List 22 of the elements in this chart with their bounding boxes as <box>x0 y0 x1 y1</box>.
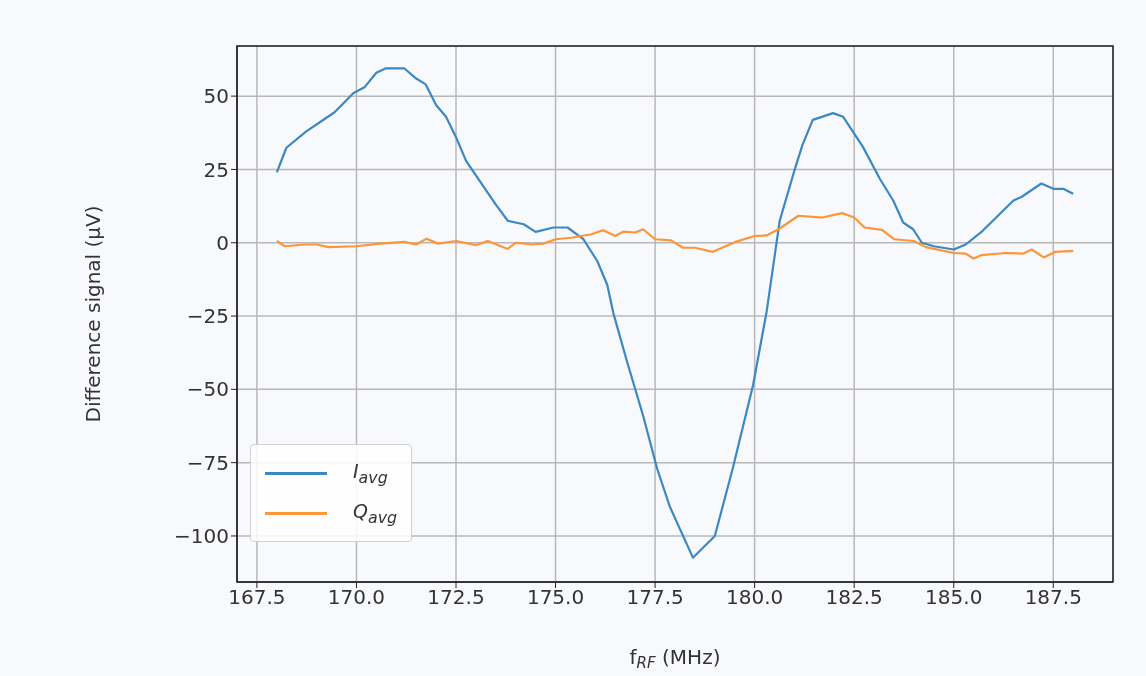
y-tick-label: −50 <box>186 377 229 402</box>
y-tick-label: 0 <box>216 230 229 255</box>
y-tick-label: 25 <box>203 157 229 182</box>
line-series <box>275 212 1075 260</box>
y-tick-label: −100 <box>174 524 229 549</box>
y-tick-label: 50 <box>203 84 229 109</box>
x-tick-label: 180.0 <box>726 585 784 610</box>
y-tick-label: −25 <box>186 304 229 329</box>
x-tick-label: 177.5 <box>626 585 684 610</box>
line-series <box>275 67 1075 559</box>
legend-label: I$_{avg}$ <box>353 459 388 487</box>
x-tick-label: 175.0 <box>526 585 585 610</box>
x-tick-label: 185.0 <box>925 585 983 610</box>
x-tick-label: 187.5 <box>1024 585 1082 610</box>
y-axis-title: Difference signal (µV) <box>81 205 105 423</box>
x-axis-title: f$_{RF}$ (MHz) <box>629 645 721 672</box>
x-tick-label: 170.0 <box>327 585 386 610</box>
legend-label: Q$_{avg}$ <box>353 499 398 527</box>
x-tick-label: 172.5 <box>427 585 485 610</box>
x-tick-label: 182.5 <box>825 585 883 610</box>
x-tick-label: 167.5 <box>228 585 286 610</box>
y-tick-label: −75 <box>186 450 229 475</box>
